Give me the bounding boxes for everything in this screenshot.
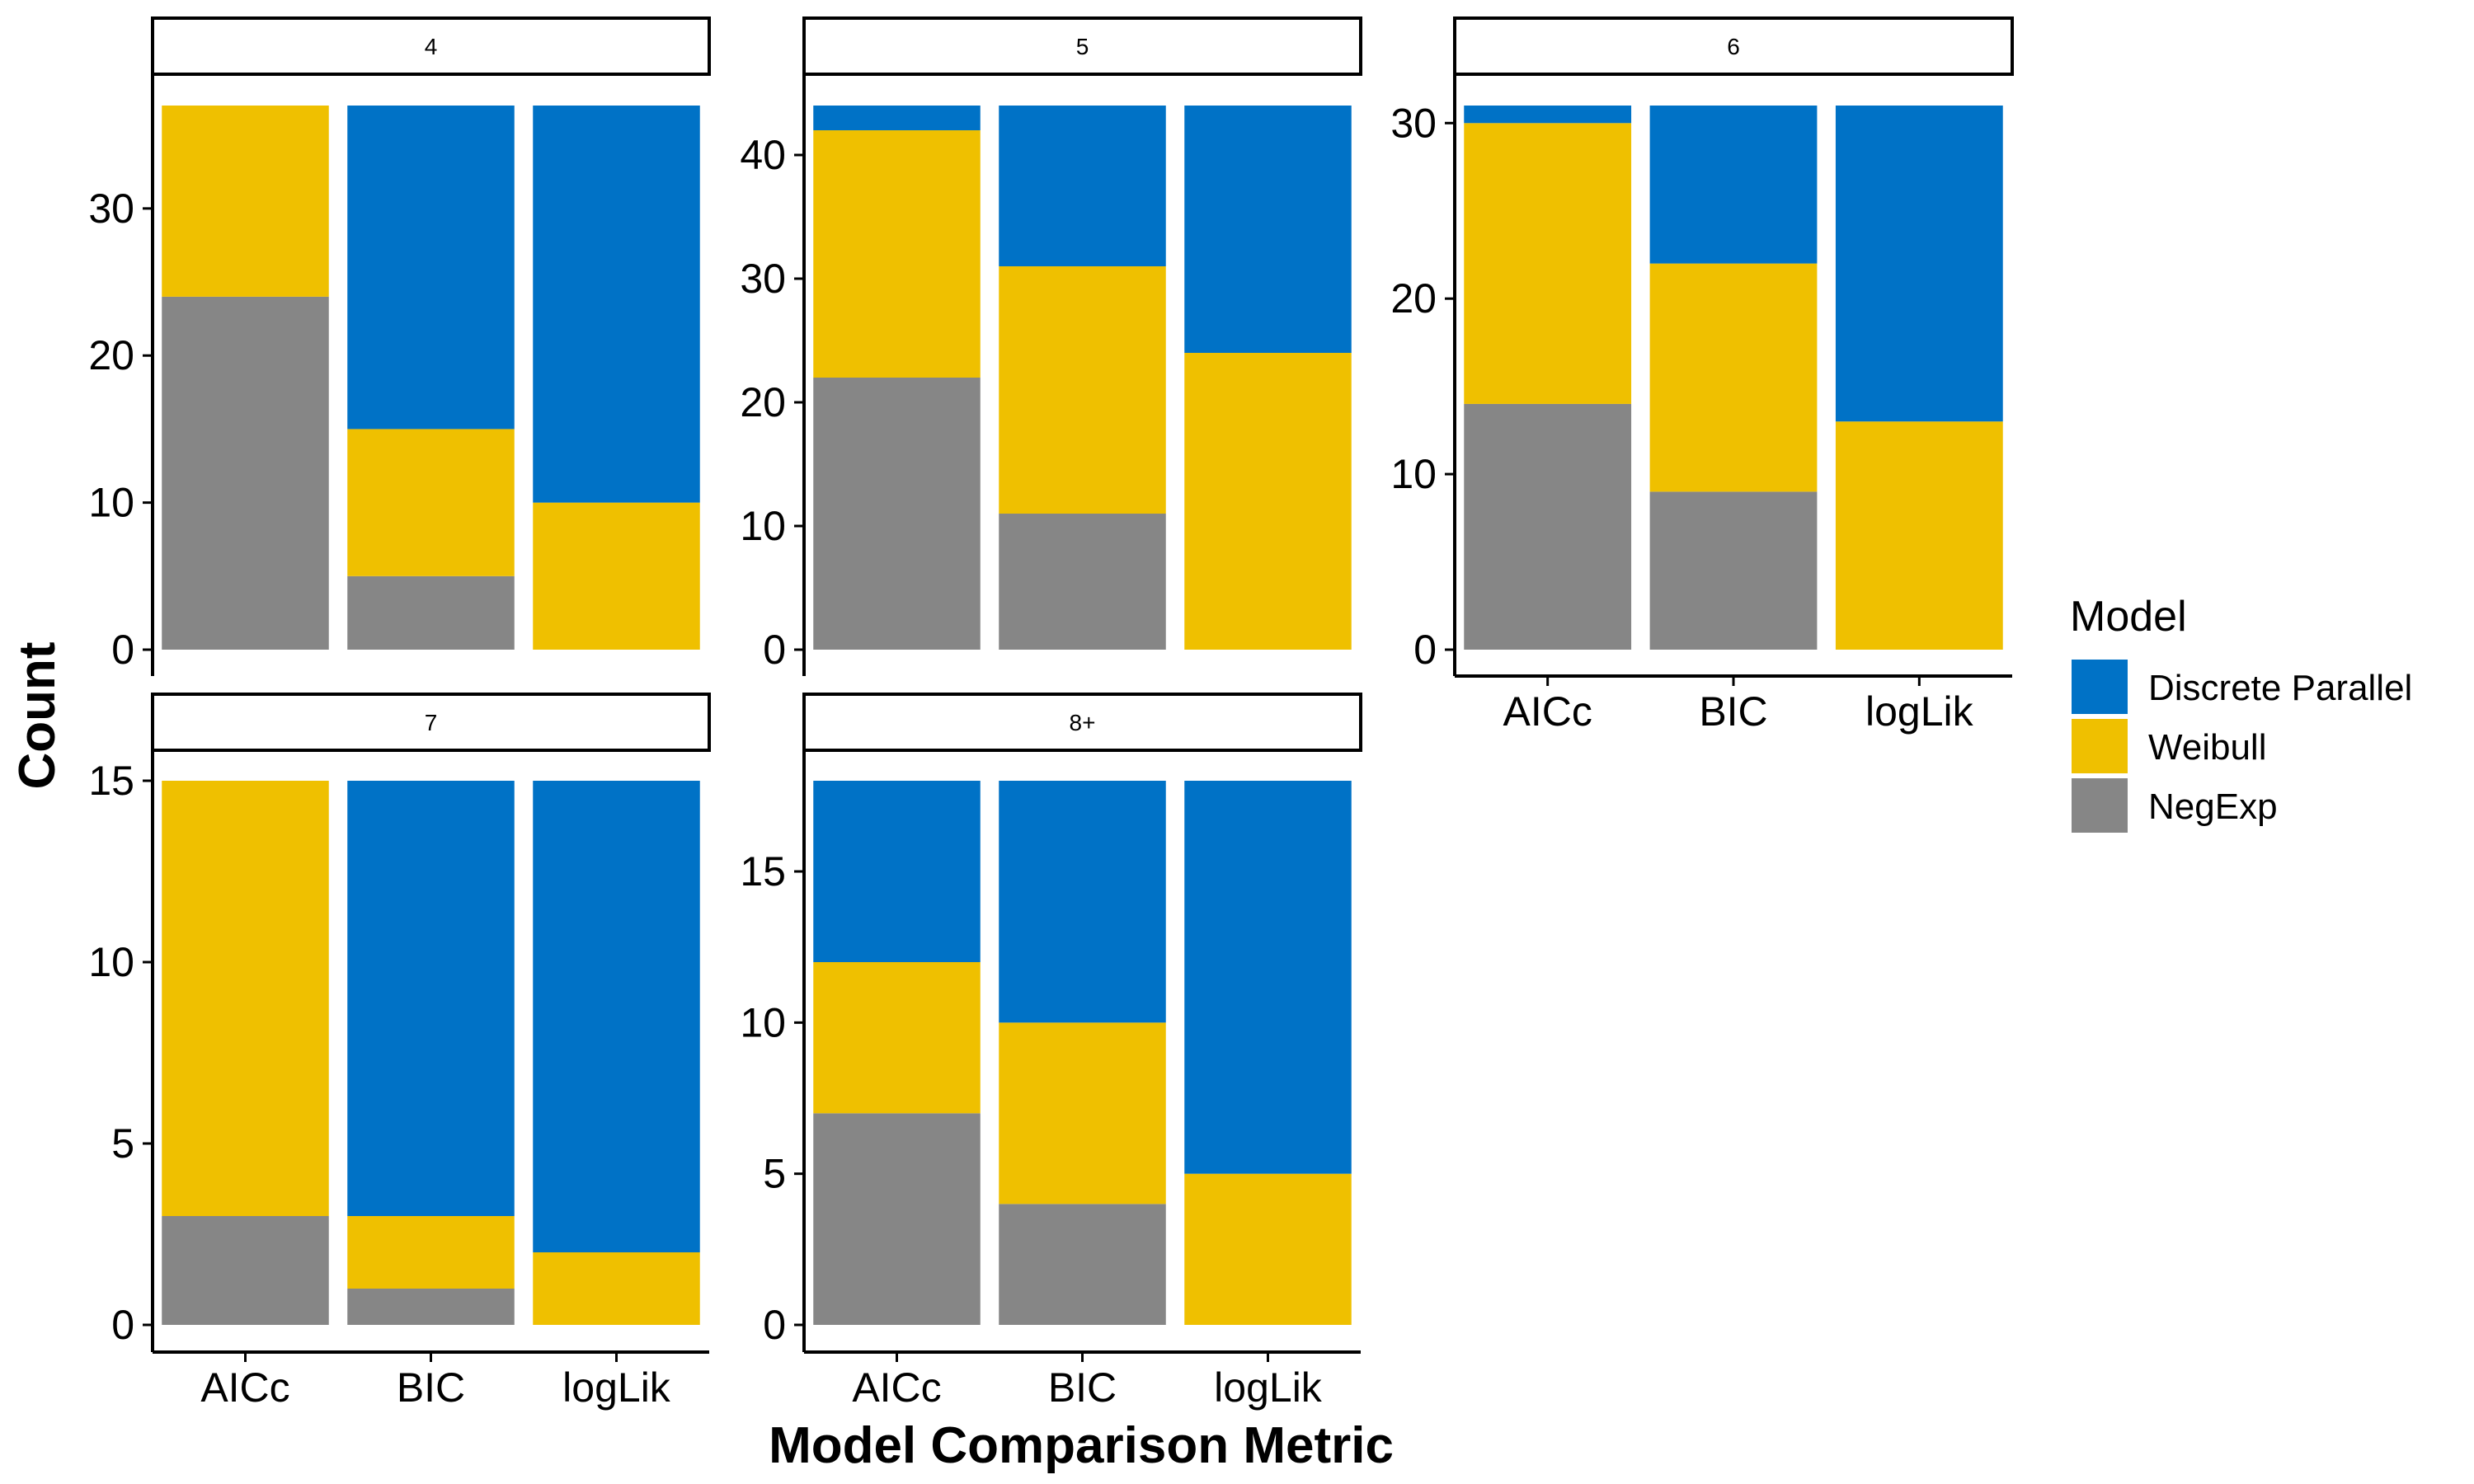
bar-segment-weibull (347, 429, 515, 576)
facet-strip-label: 8+ (1070, 710, 1096, 735)
y-tick-label: 10 (740, 503, 786, 549)
y-tick-label: 15 (740, 848, 786, 895)
bar-segment-discrete-parallel (1184, 106, 1352, 353)
x-tick-label: AICc (200, 1364, 289, 1411)
facet-strip (1453, 16, 2014, 76)
facet-strip-label: 6 (1727, 34, 1740, 59)
x-tick-label: logLik (562, 1364, 671, 1411)
facet-strip-label: 7 (425, 710, 438, 735)
x-axis-title: Model Comparison Metric (769, 1417, 1394, 1474)
bar-segment-weibull (1184, 353, 1352, 650)
legend-label: NegExp (2148, 787, 2278, 827)
y-tick-label: 30 (740, 256, 786, 302)
y-tick-label: 10 (1390, 451, 1437, 497)
facet-strip (802, 16, 1362, 76)
facet-panel-4: 4 0 10 20 30 (88, 16, 711, 676)
bar-segment-negexp (813, 1113, 981, 1325)
bar-segment-discrete-parallel (813, 781, 981, 962)
bar-segment-discrete-parallel (347, 781, 515, 1216)
facet-panel-6: 6 0 10 20 30 AICc BIC logLik (1390, 16, 2014, 735)
x-tick-label: logLik (1214, 1364, 1323, 1411)
bar-segment-weibull (999, 266, 1166, 514)
legend-label: Weibull (2148, 727, 2266, 768)
bar-segment-discrete-parallel (533, 106, 700, 503)
bar-segment-negexp (162, 296, 329, 650)
y-tick-label: 40 (740, 132, 786, 178)
legend-item: NegExp (2072, 778, 2278, 833)
bar-segment-weibull (533, 1252, 700, 1325)
y-tick-label: 10 (88, 939, 134, 985)
legend-swatch (2072, 660, 2128, 714)
bar-segment-weibull (1649, 263, 1818, 492)
legend-label: Discrete Parallel (2148, 668, 2412, 708)
legend-item: Weibull (2072, 719, 2266, 773)
y-tick-label: 0 (1413, 627, 1437, 673)
bar-segment-discrete-parallel (813, 106, 981, 130)
bar-segment-weibull (999, 1022, 1166, 1205)
x-tick-label: AICc (1503, 688, 1592, 735)
y-tick-label: 10 (88, 480, 134, 526)
bar-segment-weibull (1184, 1173, 1352, 1325)
facet-panel-5: 5 0 10 20 30 40 (740, 16, 1362, 676)
legend-item: Discrete Parallel (2072, 660, 2412, 714)
y-tick-label: 10 (740, 999, 786, 1045)
bar-segment-discrete-parallel (1184, 781, 1352, 1174)
legend: Model Discrete Parallel Weibull NegExp (2070, 593, 2412, 833)
bar-segment-discrete-parallel (1649, 106, 1818, 264)
bar-segment-negexp (162, 1216, 329, 1325)
bar-segment-negexp (999, 1204, 1166, 1325)
facet-strip (151, 693, 711, 752)
y-tick-label: 15 (88, 758, 134, 804)
y-tick-label: 0 (763, 1302, 786, 1348)
bar-segment-negexp (1649, 491, 1818, 650)
legend-swatch (2072, 778, 2128, 833)
bar-segment-discrete-parallel (533, 781, 700, 1252)
legend-swatch (2072, 719, 2128, 773)
facet-strip-label: 5 (1076, 34, 1089, 59)
facet-strip-label: 4 (425, 34, 438, 59)
y-tick-label: 30 (88, 186, 134, 232)
y-tick-label: 0 (111, 1302, 134, 1348)
y-tick-label: 0 (763, 627, 786, 673)
bar-segment-discrete-parallel (1835, 106, 2003, 422)
bar-segment-discrete-parallel (999, 781, 1166, 1023)
x-tick-label: BIC (1699, 688, 1767, 735)
x-tick-label: AICc (852, 1364, 941, 1411)
x-tick-label: BIC (1048, 1364, 1117, 1411)
facet-strip (802, 693, 1362, 752)
y-axis-title: Count (9, 641, 66, 789)
bar-segment-discrete-parallel (347, 106, 515, 430)
y-tick-label: 5 (763, 1151, 786, 1197)
y-tick-label: 5 (111, 1120, 134, 1167)
bar-segment-weibull (162, 781, 329, 1216)
y-tick-label: 0 (111, 627, 134, 673)
y-tick-label: 30 (1390, 100, 1437, 146)
bar-segment-weibull (347, 1216, 515, 1289)
bar-segment-discrete-parallel (999, 106, 1166, 266)
bar-segment-weibull (533, 502, 700, 650)
y-tick-label: 20 (1390, 275, 1437, 322)
bar-segment-weibull (813, 962, 981, 1114)
y-tick-label: 20 (740, 379, 786, 425)
facet-strip (151, 16, 711, 76)
facet-panel-8+: 8+ 0 5 10 15 AICc BIC logLik (740, 693, 1362, 1411)
bar-segment-negexp (813, 378, 981, 650)
bar-segment-weibull (813, 130, 981, 378)
bar-segment-negexp (347, 1289, 515, 1325)
bar-segment-discrete-parallel (1464, 106, 1632, 124)
bar-segment-weibull (1464, 123, 1632, 404)
x-tick-label: BIC (397, 1364, 465, 1411)
y-tick-label: 20 (88, 332, 134, 378)
bar-segment-negexp (1464, 403, 1632, 650)
bar-segment-weibull (162, 106, 329, 297)
bar-segment-weibull (1835, 421, 2003, 650)
x-tick-label: logLik (1865, 688, 1974, 735)
bar-segment-negexp (999, 514, 1166, 650)
legend-title: Model (2070, 593, 2187, 641)
legend-items: Discrete Parallel Weibull NegExp (2072, 660, 2412, 833)
bar-segment-negexp (347, 575, 515, 650)
facet-panel-7: 7 0 5 10 15 AICc BIC logLik (88, 693, 711, 1411)
